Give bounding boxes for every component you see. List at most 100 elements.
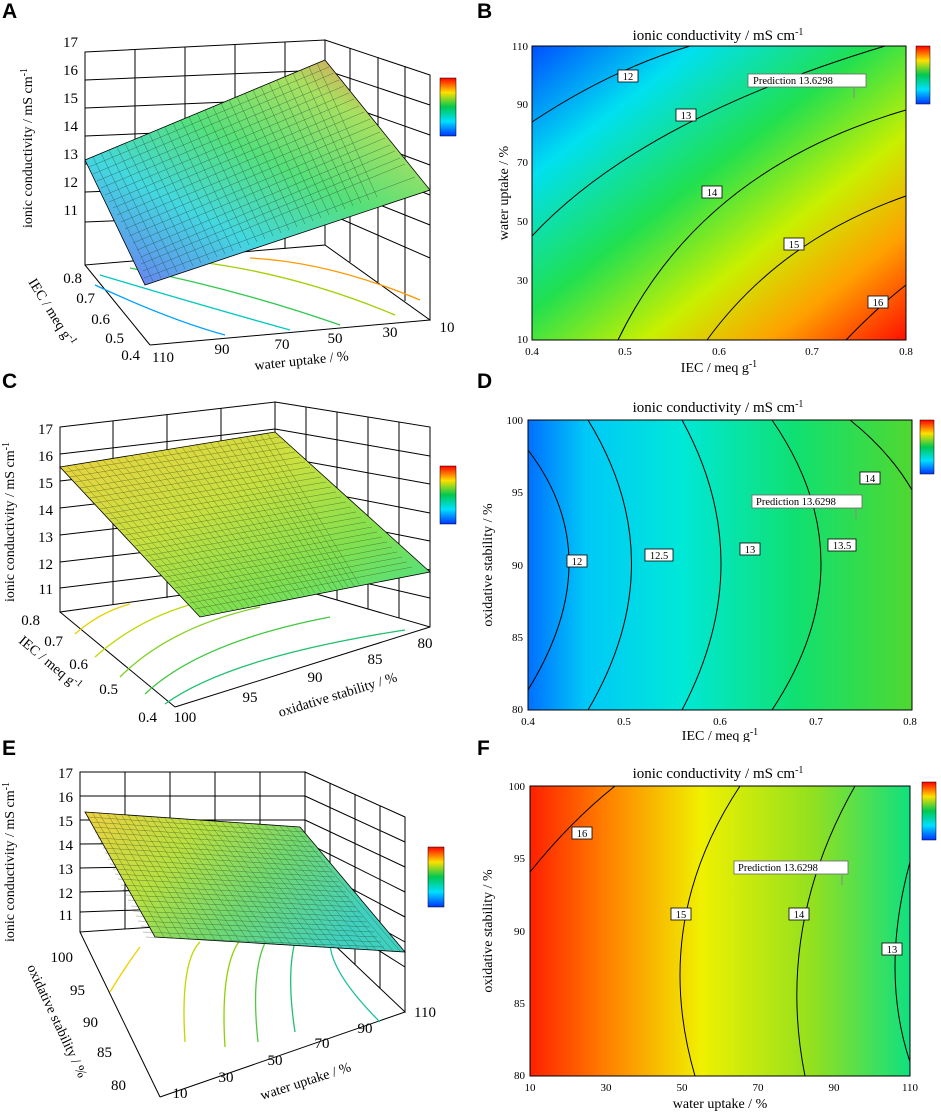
prediction-label-b: Prediction 13.6298	[747, 73, 867, 98]
y-tick: 95	[514, 853, 526, 865]
z-tick: 16	[38, 449, 54, 465]
svg-text:14: 14	[707, 188, 718, 199]
panel-label-b: B	[477, 0, 493, 23]
svg-text:16: 16	[873, 298, 884, 309]
color-legend-a	[439, 77, 457, 137]
contour-lines-b	[531, 45, 907, 341]
contour-label-f-13: 13	[881, 942, 903, 956]
chart-title-d: ionic conductivity / mS cm-1	[633, 399, 804, 416]
y-tick: 100	[507, 415, 524, 427]
z-ticks-a: 17 16 15 14 13 12 11	[63, 35, 79, 219]
chart-title-b: ionic conductivity / mS cm-1	[633, 27, 804, 44]
x-tick: 50	[328, 331, 343, 347]
z-tick: 17	[58, 766, 74, 782]
y-axis-title-f: oxidative stability / %	[481, 869, 496, 993]
x-tick: 0.4	[521, 716, 535, 728]
prediction-label-d: Prediction 13.6298	[751, 494, 863, 519]
y-tick: 0.6	[69, 657, 88, 673]
x-axis-title-c: oxidative stability / %	[277, 670, 400, 720]
y-tick: 0.4	[138, 710, 157, 726]
z-tick: 15	[63, 91, 78, 107]
x-tick: 90	[215, 342, 230, 358]
x-ticks-c: 100 95 90 85 80	[174, 636, 433, 726]
y-ticks-b: 110 90 70 50 30 10	[512, 41, 529, 346]
x-tick: 90	[829, 1082, 841, 1094]
z-tick: 16	[58, 790, 74, 806]
z-tick: 11	[59, 908, 73, 924]
surface-chart-a: 17 16 15 14 13 12 11 ionic conductivity …	[19, 35, 457, 374]
x-axis-title-d: IEC / meq g-1	[682, 727, 758, 742]
panel-label-f: F	[477, 737, 490, 760]
contour-label-d-12-5: 12.5	[644, 548, 674, 562]
surface-c	[59, 431, 431, 618]
z-tick: 13	[38, 530, 53, 546]
x-tick: 0.5	[618, 346, 632, 358]
chart-title-f: ionic conductivity / mS cm-1	[633, 765, 804, 782]
svg-text:12: 12	[572, 557, 583, 568]
color-legend-b	[915, 45, 931, 105]
svg-text:Prediction 13.6298: Prediction 13.6298	[753, 76, 833, 87]
z-ticks-e: 17 16 15 14 13 12 11	[58, 766, 74, 924]
contour-label-f-16: 16	[571, 826, 593, 840]
z-axis-title-a: ionic conductivity / mS cm-1	[19, 68, 36, 228]
y-axis-title-d: oxidative stability / %	[481, 503, 496, 627]
floor-contours-e	[109, 931, 381, 1048]
x-tick: 70	[275, 337, 290, 353]
x-ticks-e: 10 30 50 70 90 110	[173, 1005, 436, 1102]
svg-text:12: 12	[623, 72, 634, 83]
x-tick: 70	[315, 1036, 330, 1052]
y-ticks-a: 0.8 0.7 0.6 0.5 0.4	[63, 271, 140, 364]
y-tick: 70	[517, 157, 529, 169]
x-tick: 10	[173, 1086, 188, 1102]
x-tick: 95	[243, 690, 258, 706]
y-tick: 90	[83, 1015, 98, 1031]
y-tick: 0.8	[63, 271, 82, 287]
svg-text:13: 13	[745, 545, 756, 556]
x-tick: 10	[525, 1082, 537, 1094]
z-tick: 12	[58, 886, 73, 902]
z-tick: 14	[63, 119, 79, 135]
y-tick: 90	[514, 926, 526, 938]
y-tick: 85	[512, 632, 524, 644]
y-tick: 80	[512, 704, 524, 716]
x-axis-title-f: water uptake / %	[673, 1097, 768, 1112]
y-axis-title-b: water uptake / %	[497, 145, 512, 240]
panel-label-a: A	[2, 0, 18, 23]
z-tick: 15	[38, 476, 53, 492]
plot-area-f	[529, 785, 911, 1077]
x-tick: 0.8	[899, 346, 913, 358]
y-tick: 50	[517, 216, 529, 228]
x-ticks-d: 0.4 0.5 0.6 0.7 0.8	[521, 716, 917, 728]
contour-label-b-14: 14	[701, 185, 723, 199]
svg-text:Prediction 13.6298: Prediction 13.6298	[738, 863, 818, 874]
svg-text:13: 13	[681, 111, 692, 122]
z-tick: 17	[63, 35, 79, 51]
x-tick: 110	[902, 1082, 919, 1094]
z-tick: 12	[38, 557, 53, 573]
y-tick: 0.6	[91, 312, 110, 328]
svg-text:14: 14	[865, 474, 876, 485]
surface-e	[84, 811, 406, 953]
x-tick: 70	[753, 1082, 765, 1094]
contour-chart-b: ionic conductivity / mS cm-1 12 13 14 15…	[497, 27, 931, 375]
x-tick: 0.6	[713, 716, 727, 728]
prediction-label-f: Prediction 13.6298	[733, 860, 849, 885]
z-axis-title-e: ionic conductivity / mS cm-1	[1, 782, 18, 942]
panel-label-c: C	[2, 370, 18, 393]
x-ticks-f: 10 30 50 70 90 110	[525, 1082, 919, 1094]
surface-a	[84, 59, 431, 286]
svg-text:12.5: 12.5	[650, 551, 668, 562]
svg-text:15: 15	[676, 910, 687, 921]
z-tick: 14	[38, 503, 54, 519]
x-tick: 0.7	[805, 346, 819, 358]
y-tick: 90	[512, 560, 524, 572]
x-tick: 30	[383, 325, 398, 341]
y-tick: 10	[517, 334, 529, 346]
contour-label-b-16: 16	[867, 295, 889, 309]
x-tick: 0.6	[712, 346, 726, 358]
floor-contours-c	[74, 601, 406, 705]
contour-label-d-13-5: 13.5	[827, 538, 857, 552]
contour-chart-d: ionic conductivity / mS cm-1 12 12.5 13 …	[481, 399, 935, 742]
contour-label-d-14: 14	[859, 471, 881, 485]
y-ticks-d: 100 95 90 85 80	[507, 415, 524, 716]
